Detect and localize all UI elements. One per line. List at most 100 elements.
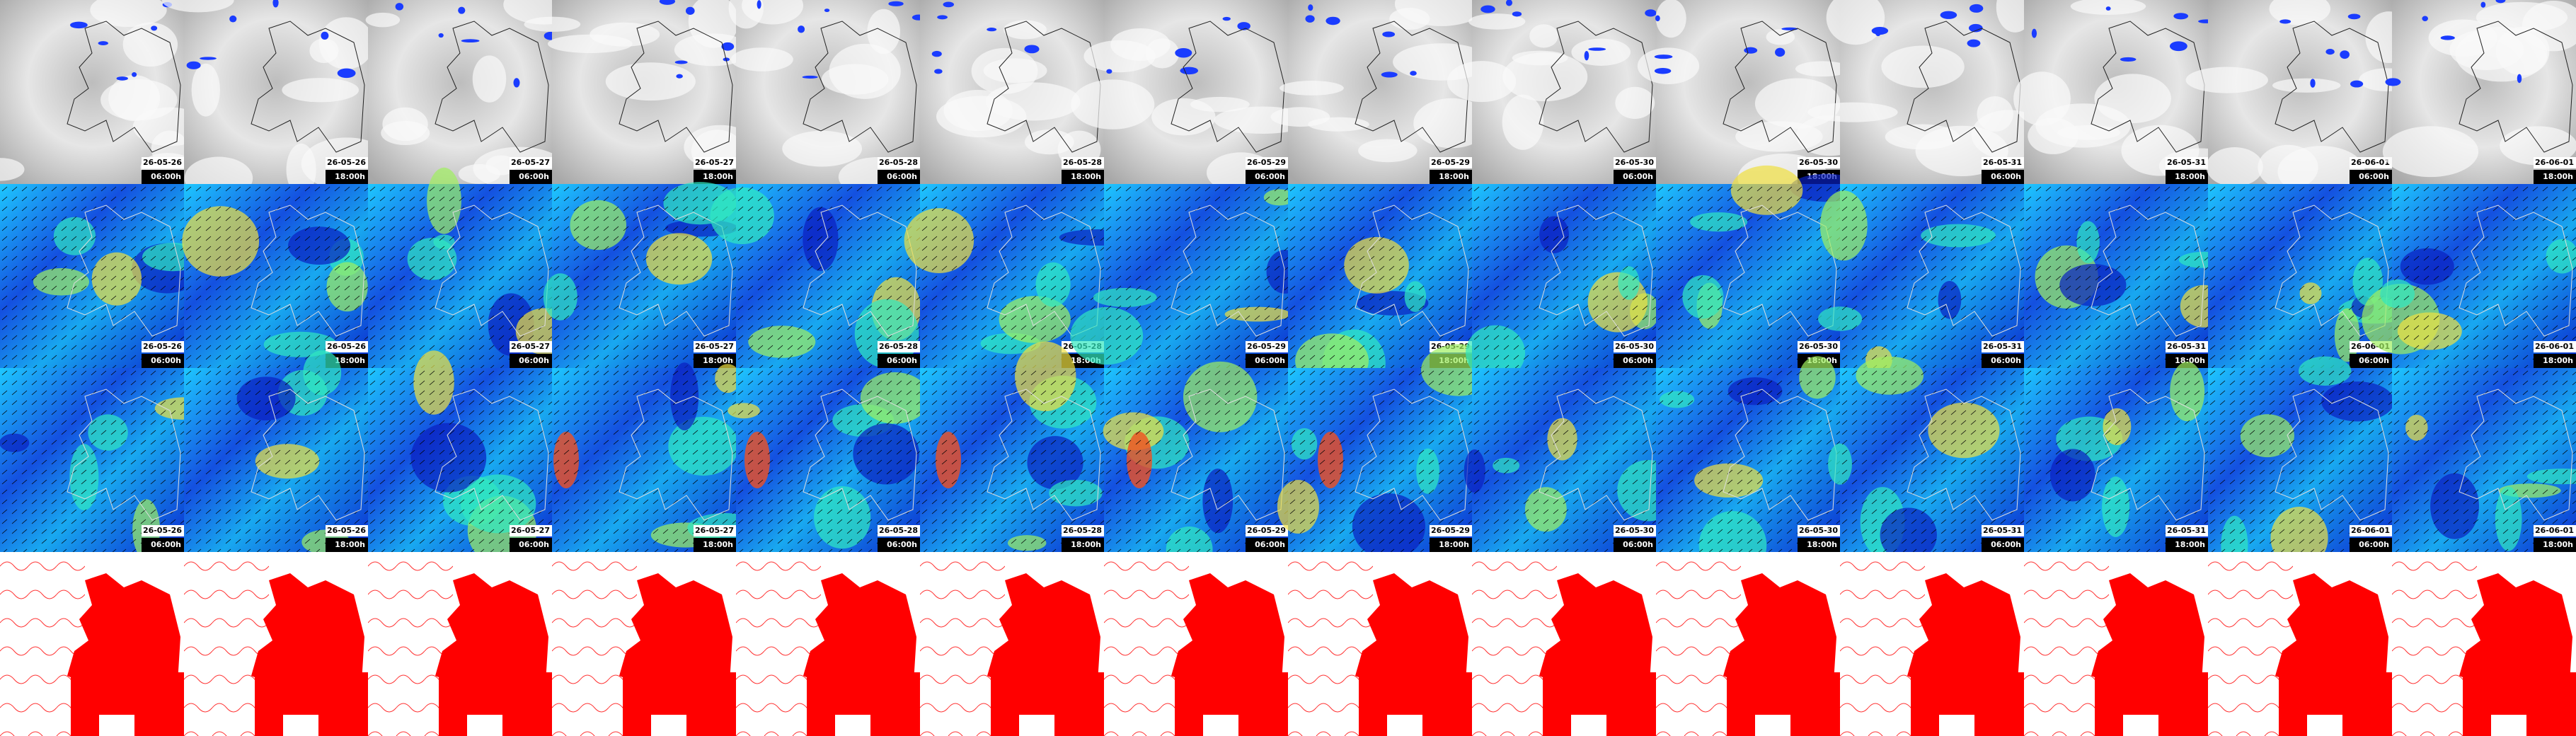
cloud bbox=[1447, 61, 1517, 103]
wind-panel: 26-06-01 18:00h bbox=[2362, 184, 2576, 368]
coastline bbox=[2275, 389, 2389, 521]
precip bbox=[2385, 78, 2401, 86]
precip bbox=[757, 0, 761, 9]
cloud bbox=[1413, 98, 1490, 149]
precip bbox=[1871, 27, 1889, 35]
coastline bbox=[803, 21, 917, 153]
time-box bbox=[1246, 538, 1288, 552]
wind-panel: 26-05-28 18:00h bbox=[920, 341, 1104, 552]
time-box bbox=[1430, 538, 1472, 552]
wind-panel: 26-05-26 18:00h bbox=[184, 350, 368, 555]
land-mask bbox=[1171, 573, 1284, 704]
date-label: 26-05-26 bbox=[327, 342, 366, 351]
precip bbox=[513, 78, 520, 88]
wind-panel: 26-05-31 18:00h bbox=[2024, 362, 2208, 552]
time-label: 06:00h bbox=[1991, 172, 2021, 181]
date-box bbox=[1614, 341, 1656, 352]
precip bbox=[337, 68, 356, 79]
precip bbox=[1645, 9, 1657, 17]
time-box bbox=[1062, 538, 1104, 552]
time-label: 06:00h bbox=[2359, 540, 2389, 549]
date-label: 26-05-28 bbox=[1063, 526, 1102, 535]
coastline bbox=[1539, 389, 1653, 521]
wind-arrows bbox=[2208, 368, 2392, 552]
precip bbox=[721, 42, 735, 51]
date-box bbox=[878, 341, 920, 352]
date-label: 26-05-28 bbox=[1063, 158, 1102, 167]
blank-corner bbox=[1387, 715, 1422, 736]
cloud bbox=[821, 64, 889, 95]
date-box bbox=[1798, 341, 1840, 352]
precip bbox=[1968, 23, 1983, 33]
date-box bbox=[510, 157, 552, 168]
date-box bbox=[1798, 525, 1840, 536]
cloud bbox=[782, 130, 863, 167]
date-label: 26-05-27 bbox=[511, 526, 550, 535]
coastline bbox=[987, 389, 1101, 521]
date-box bbox=[694, 157, 736, 168]
time-box bbox=[510, 170, 552, 184]
cloud bbox=[590, 22, 660, 47]
time-label: 18:00h bbox=[1071, 540, 1101, 549]
blank-corner bbox=[2307, 715, 2342, 736]
coastline bbox=[2091, 205, 2205, 337]
pressure-panel bbox=[368, 552, 552, 736]
date-box bbox=[1430, 157, 1472, 168]
date-label: 26-06-01 bbox=[2535, 158, 2574, 167]
pressure-panel bbox=[1840, 552, 2024, 736]
precip bbox=[1305, 15, 1315, 23]
wind-panel: 26-05-27 18:00h bbox=[543, 182, 738, 368]
coastline bbox=[1171, 389, 1285, 521]
time-box bbox=[2166, 170, 2208, 184]
cloud bbox=[2013, 71, 2071, 126]
coastline bbox=[1907, 205, 2021, 337]
precip bbox=[2310, 79, 2316, 88]
time-label: 18:00h bbox=[703, 540, 733, 549]
time-box bbox=[694, 538, 736, 552]
wind-panel: 26-05-30 06:00h bbox=[1464, 368, 1681, 552]
satellite-panel: 26-05-27 18:00h bbox=[524, 0, 757, 184]
pressure-panel bbox=[736, 552, 920, 736]
time-box bbox=[1614, 354, 1656, 368]
precip bbox=[98, 41, 108, 46]
cloud bbox=[605, 62, 696, 101]
precip bbox=[685, 6, 695, 15]
precip bbox=[151, 25, 158, 31]
date-label: 26-05-29 bbox=[1431, 526, 1470, 535]
cloud bbox=[191, 63, 220, 117]
date-label: 26-06-01 bbox=[2351, 526, 2390, 535]
land-mask bbox=[251, 573, 364, 704]
precip bbox=[1654, 68, 1672, 74]
date-label: 26-06-01 bbox=[2535, 526, 2574, 535]
satellite-panel: 26-05-31 06:00h bbox=[1807, 0, 2047, 184]
precip bbox=[824, 8, 830, 13]
precip bbox=[1744, 47, 1758, 54]
coastline bbox=[1171, 205, 1285, 337]
precip bbox=[1381, 71, 1398, 78]
cloud bbox=[1615, 86, 1655, 119]
cloud bbox=[1145, 38, 1180, 69]
date-label: 26-05-26 bbox=[327, 526, 366, 535]
pressure-panel bbox=[184, 552, 368, 736]
land-mask bbox=[1539, 573, 1652, 704]
date-label: 26-05-31 bbox=[1983, 342, 2022, 351]
precip bbox=[70, 21, 88, 29]
wind-arrows bbox=[2392, 368, 2576, 552]
time-label: 06:00h bbox=[1255, 172, 1285, 181]
date-box bbox=[326, 525, 368, 536]
date-box bbox=[2166, 525, 2208, 536]
cloud bbox=[1502, 52, 1588, 102]
time-box bbox=[2350, 538, 2392, 552]
date-box bbox=[878, 157, 920, 168]
date-label: 26-05-26 bbox=[327, 158, 366, 167]
wind-arrows bbox=[920, 368, 1104, 552]
coastline bbox=[1355, 21, 1469, 153]
coastline bbox=[67, 389, 181, 521]
precip bbox=[2347, 13, 2361, 20]
wind-panel: 26-05-26 06:00h bbox=[0, 368, 212, 560]
date-label: 26-05-30 bbox=[1615, 526, 1654, 535]
